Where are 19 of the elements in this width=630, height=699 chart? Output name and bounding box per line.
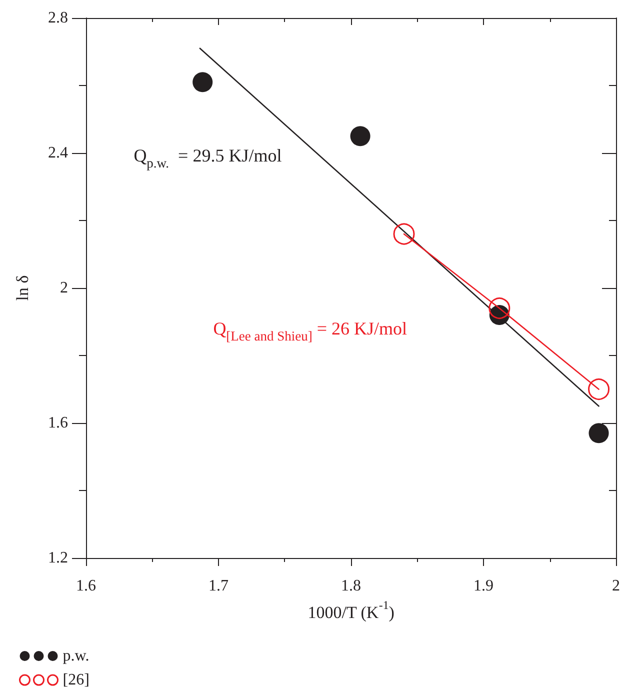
y-tick-label: 2	[60, 280, 68, 296]
legend-label: [26]	[62, 672, 90, 688]
y-tick-label: 1.2	[48, 550, 68, 566]
x-tick-label: 1.7	[208, 578, 228, 594]
point	[393, 223, 415, 245]
y-tick-label: 1.6	[48, 414, 68, 432]
point	[588, 423, 609, 444]
x-tick-label: 1.8	[341, 578, 361, 594]
point	[192, 72, 213, 92]
x-tick-label: 1.9	[474, 578, 494, 594]
y-axis-title: ln δ	[13, 275, 32, 301]
point	[488, 298, 510, 319]
y-tick-label: 2.4	[48, 144, 68, 162]
x-tick-label: 2	[612, 578, 620, 594]
x-tick-label: 1.6	[76, 578, 96, 594]
point	[588, 378, 610, 400]
legend-label: p.w.	[62, 648, 90, 664]
point	[350, 126, 370, 146]
y-tick-label: 2.8	[48, 10, 68, 26]
